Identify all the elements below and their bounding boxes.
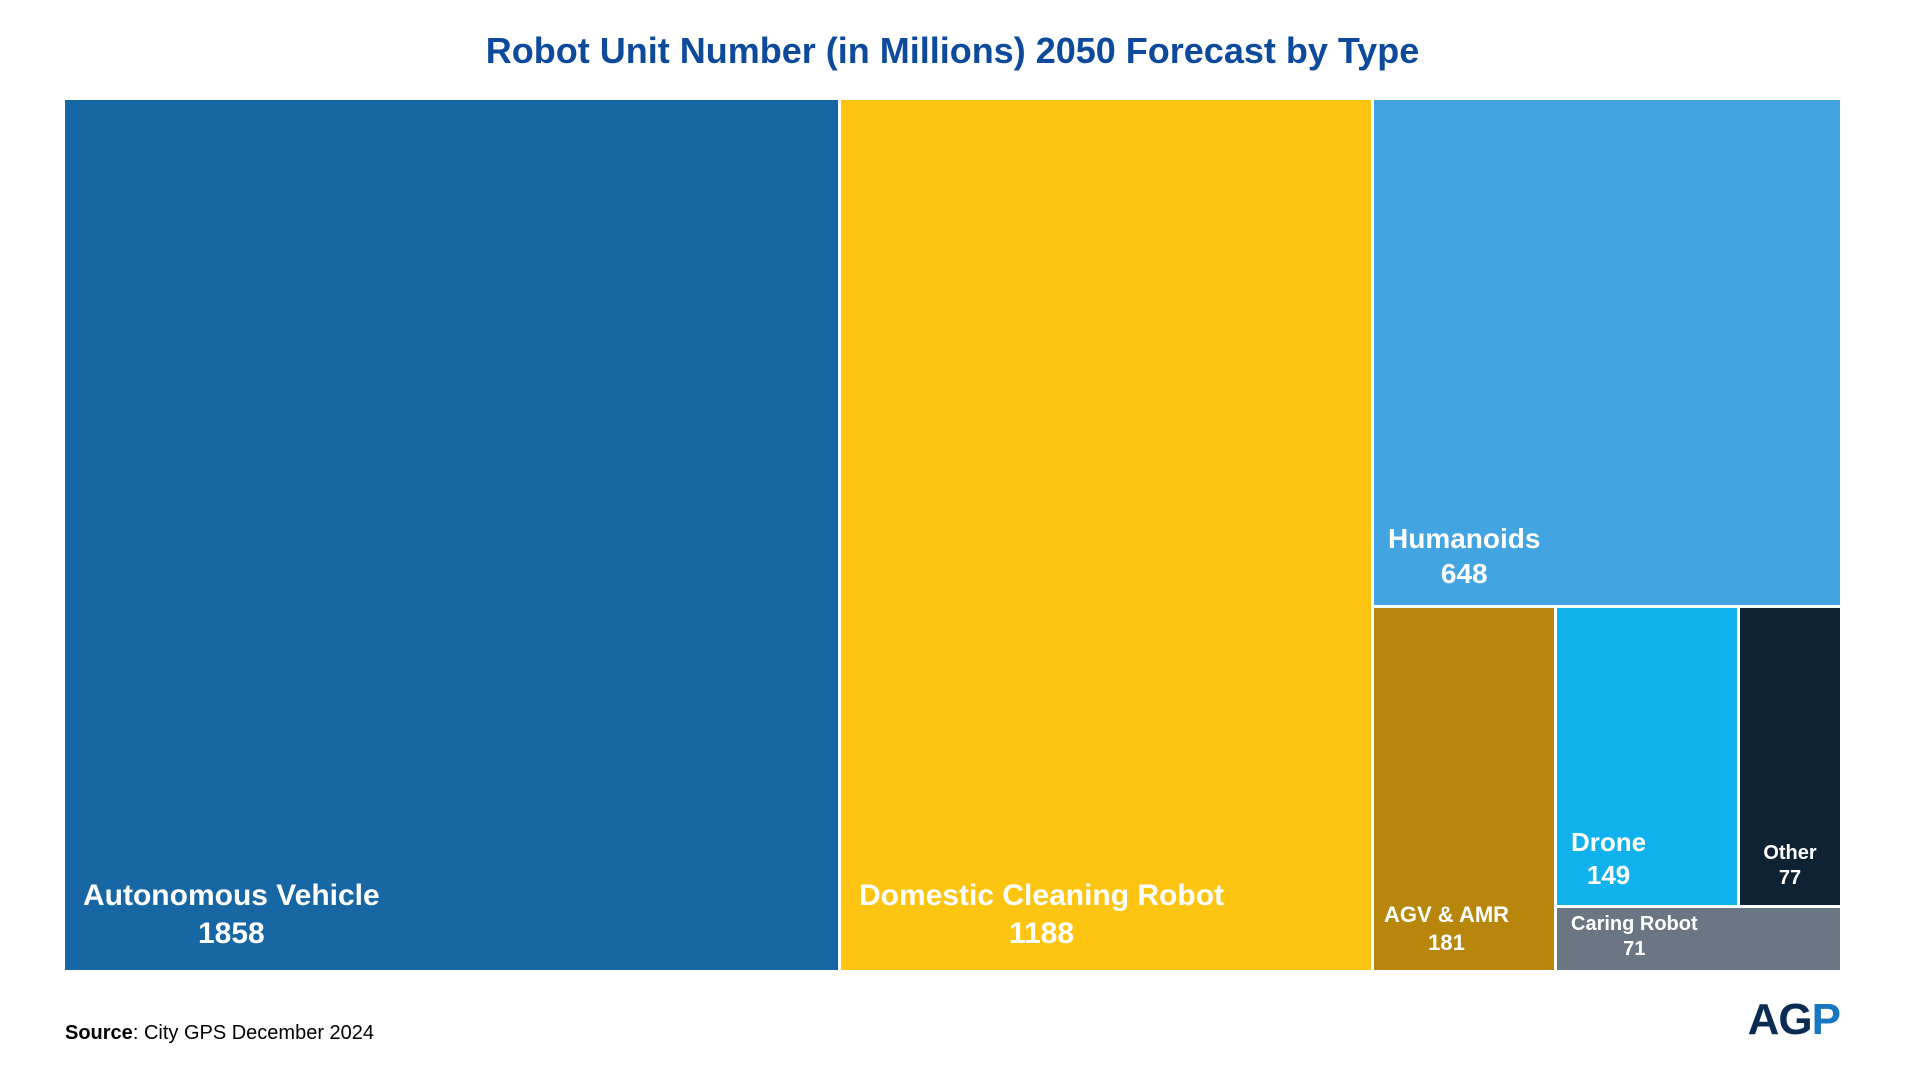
source-sep: : bbox=[133, 1022, 144, 1044]
treemap-cell: Domestic Cleaning Robot1188 bbox=[841, 100, 1371, 970]
treemap-cell: Drone149 bbox=[1557, 608, 1737, 905]
treemap-cell-value: 1858 bbox=[83, 915, 380, 953]
treemap-cell: Other77 bbox=[1740, 608, 1840, 905]
treemap-cell-name: Domestic Cleaning Robot bbox=[859, 877, 1224, 915]
treemap-cell-label: Drone149 bbox=[1571, 826, 1646, 891]
treemap-cell-name: Humanoids bbox=[1388, 521, 1540, 556]
chart-footer: Source: City GPS December 2024 AGP bbox=[65, 995, 1840, 1045]
treemap-cell-label: Caring Robot71 bbox=[1571, 912, 1698, 962]
treemap-cell-name: Autonomous Vehicle bbox=[83, 877, 380, 915]
treemap-cell-value: 1188 bbox=[859, 915, 1224, 953]
treemap-cell-name: AGV & AMR bbox=[1384, 901, 1509, 929]
treemap-cell-name: Other bbox=[1740, 841, 1840, 866]
treemap-cell-value: 648 bbox=[1388, 556, 1540, 591]
treemap-cell-value: 77 bbox=[1740, 866, 1840, 891]
treemap-cell-value: 181 bbox=[1384, 929, 1509, 957]
treemap-cell-value: 71 bbox=[1571, 937, 1698, 962]
treemap-cell-name: Drone bbox=[1571, 826, 1646, 859]
agp-logo: AGP bbox=[1748, 995, 1840, 1045]
treemap-cell: Humanoids648 bbox=[1374, 100, 1840, 605]
treemap-chart: Autonomous Vehicle1858 Domestic Cleaning … bbox=[65, 100, 1840, 970]
logo-letter-p: P bbox=[1812, 995, 1840, 1044]
logo-letter-g: G bbox=[1778, 995, 1811, 1044]
treemap-cell-label: AGV & AMR181 bbox=[1384, 901, 1509, 956]
chart-title: Robot Unit Number (in Millions) 2050 For… bbox=[65, 30, 1840, 72]
treemap-cell-label: Humanoids648 bbox=[1388, 521, 1540, 591]
treemap-cell-name: Caring Robot bbox=[1571, 912, 1698, 937]
treemap-cell-label: Domestic Cleaning Robot1188 bbox=[859, 877, 1224, 952]
treemap-cell: Caring Robot71 bbox=[1557, 908, 1840, 970]
treemap-cell-label: Autonomous Vehicle1858 bbox=[83, 877, 380, 952]
treemap-cell: AGV & AMR181 bbox=[1374, 608, 1554, 970]
treemap-cell-label: Other77 bbox=[1740, 841, 1840, 891]
chart-container: Robot Unit Number (in Millions) 2050 For… bbox=[0, 0, 1905, 1075]
source-text: City GPS December 2024 bbox=[144, 1022, 374, 1044]
treemap-cell: Autonomous Vehicle1858 bbox=[65, 100, 838, 970]
treemap-cell-value: 149 bbox=[1571, 859, 1646, 892]
source-line: Source: City GPS December 2024 bbox=[65, 1022, 374, 1045]
source-label: Source bbox=[65, 1022, 133, 1044]
logo-letter-a: A bbox=[1748, 995, 1779, 1044]
